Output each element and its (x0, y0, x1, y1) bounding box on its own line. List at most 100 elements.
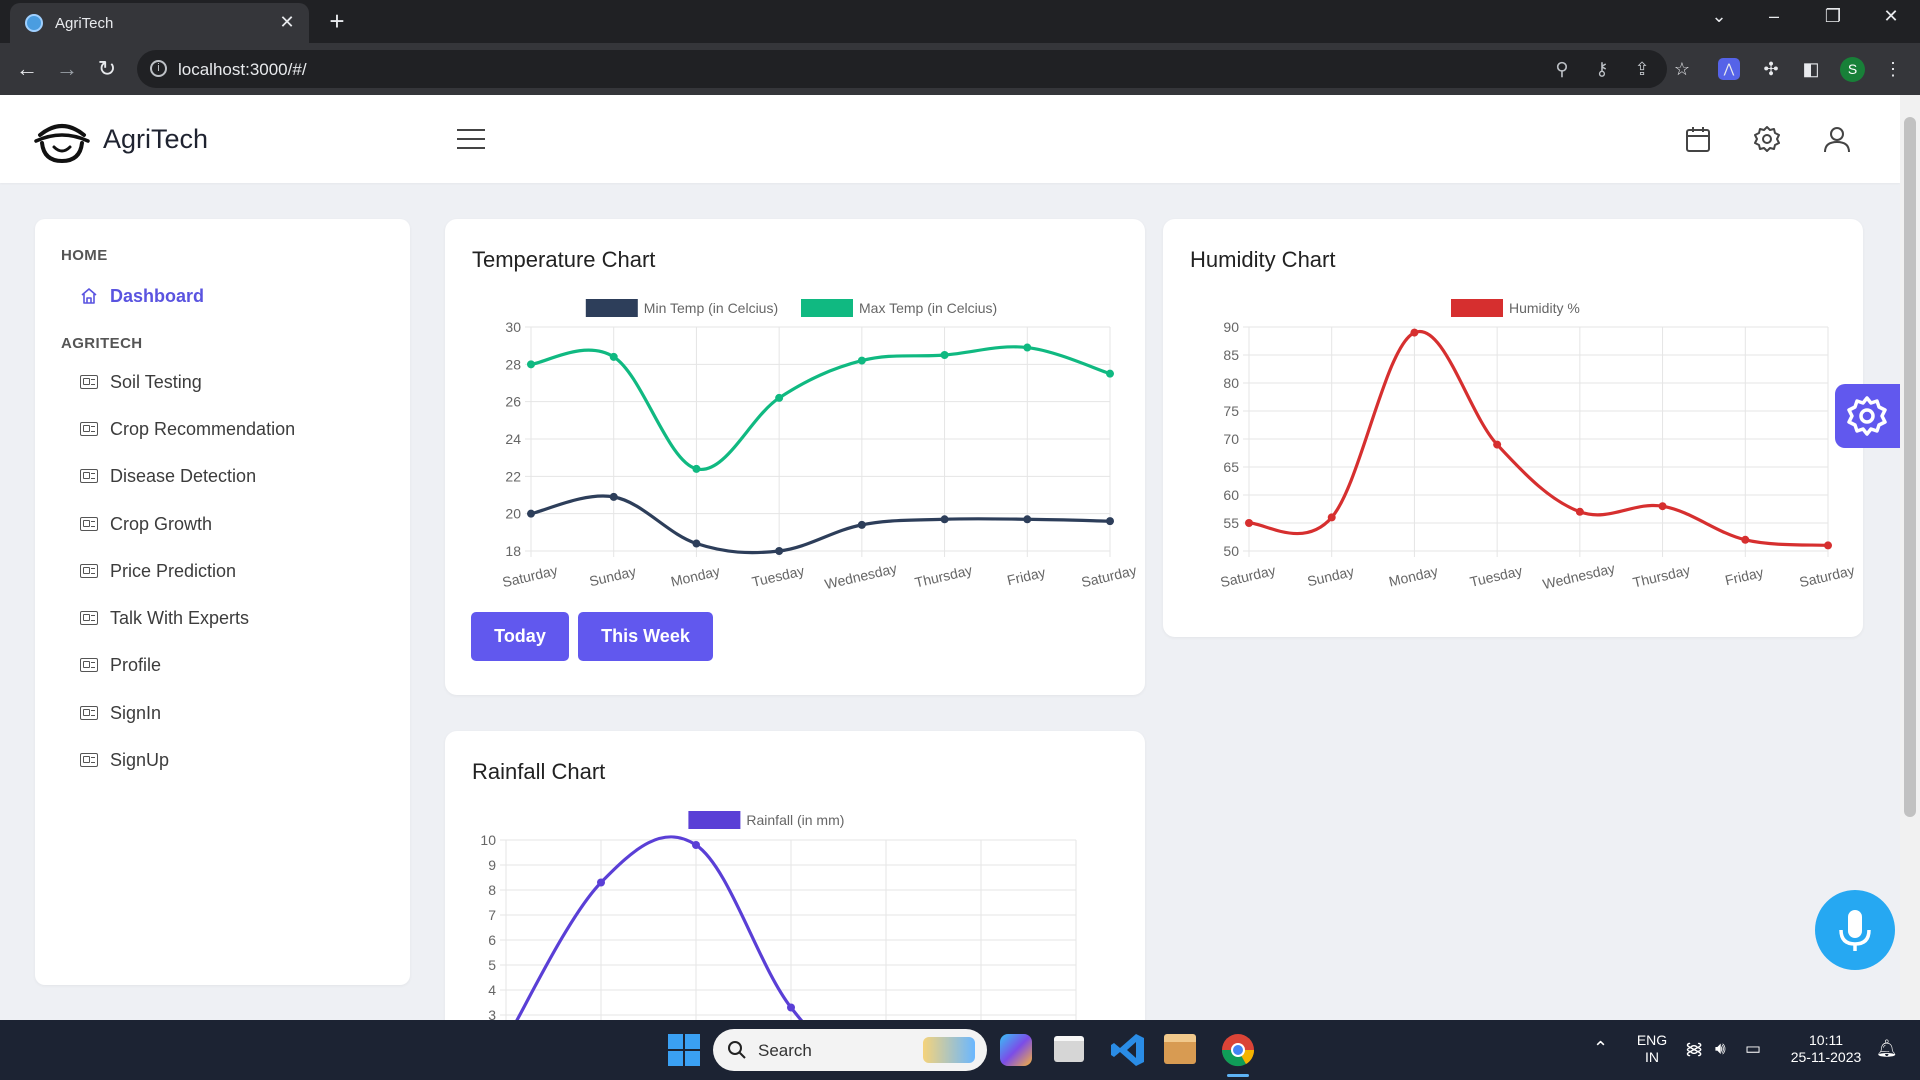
forward-icon[interactable]: → (56, 56, 78, 81)
data-point[interactable] (692, 464, 701, 473)
data-point[interactable] (692, 539, 701, 548)
data-point[interactable] (1410, 328, 1419, 337)
data-point[interactable] (940, 351, 949, 359)
y-tick-label: 22 (505, 468, 521, 484)
data-point[interactable] (1106, 517, 1114, 526)
chevron-up-icon[interactable]: ⌃ (1593, 1038, 1609, 1058)
data-point[interactable] (597, 878, 605, 887)
sidebar-item-dashboard[interactable]: Dashboard (80, 282, 204, 310)
address-url[interactable]: localhost:3000/#/ (178, 60, 307, 79)
data-point[interactable] (1023, 343, 1032, 352)
data-point[interactable] (1493, 440, 1502, 449)
side-panel-icon[interactable]: ◧ (1802, 59, 1820, 79)
sidebar-item-profile[interactable]: Profile (80, 651, 161, 679)
star-icon[interactable]: ☆ (1673, 59, 1691, 79)
x-tick-label: Saturday (1080, 562, 1138, 590)
copilot-icon[interactable] (1000, 1034, 1032, 1066)
location-icon[interactable]: ⚲ (1555, 59, 1569, 79)
new-tab-icon[interactable]: + (329, 6, 345, 36)
package-app-icon[interactable] (1164, 1034, 1196, 1064)
share-icon[interactable]: ⇪ (1634, 59, 1650, 79)
legend-item[interactable]: Rainfall (in mm) (688, 811, 844, 829)
site-info-icon[interactable]: i (150, 60, 167, 77)
wifi-icon[interactable]: ᯼ (1685, 1039, 1704, 1058)
y-tick-label: 7 (488, 907, 496, 923)
key-icon[interactable]: ⚷ (1595, 59, 1609, 79)
legend-item[interactable]: Max Temp (in Celcius) (801, 299, 997, 317)
data-point[interactable] (1023, 515, 1032, 524)
data-point[interactable] (1327, 513, 1336, 522)
vscode-icon[interactable] (1108, 1030, 1148, 1070)
hamburger-menu-icon[interactable] (457, 129, 485, 149)
user-icon[interactable] (1822, 124, 1852, 154)
data-point[interactable] (940, 515, 949, 524)
menu-kebab-icon[interactable]: ⋮ (1884, 59, 1902, 79)
page-scrollbar[interactable] (1900, 95, 1920, 1020)
today-button[interactable]: Today (471, 612, 569, 661)
chrome-icon[interactable] (1218, 1030, 1258, 1070)
notification-bell-icon[interactable]: 🔔︎ (1876, 1039, 1898, 1058)
data-point[interactable] (1741, 535, 1750, 544)
windows-start-icon[interactable] (664, 1030, 704, 1070)
series-line (515, 835, 804, 1020)
id-card-icon (80, 753, 98, 767)
file-explorer-icon[interactable] (1054, 1036, 1084, 1062)
clock[interactable]: 10:11 25-11-2023 (1784, 1032, 1868, 1066)
data-point[interactable] (1106, 369, 1114, 378)
address-bar[interactable]: i localhost:3000/#/ ⚲ ⚷ ⇪ (137, 50, 1667, 88)
battery-icon[interactable]: ▭ (1745, 1039, 1762, 1058)
extension-app-icon[interactable]: ⋀ (1718, 58, 1740, 80)
data-point[interactable] (1245, 519, 1253, 527)
voice-assistant-button[interactable] (1815, 890, 1895, 970)
sidebar-item-signup[interactable]: SignUp (80, 746, 169, 774)
data-point[interactable] (527, 509, 535, 518)
sidebar-item-label: Profile (110, 654, 162, 675)
calendar-icon[interactable] (1683, 124, 1713, 154)
data-point[interactable] (787, 1003, 795, 1012)
data-point[interactable] (775, 547, 784, 555)
sidebar-item-talk-with-experts[interactable]: Talk With Experts (80, 604, 249, 632)
data-point[interactable] (775, 393, 784, 402)
x-tick-label: Thursday (1631, 562, 1691, 591)
data-point[interactable] (527, 360, 535, 369)
sidebar-item-crop-growth[interactable]: Crop Growth (80, 510, 212, 538)
chart-grid: 18 20 22 24 26 28 30 Saturday Sunday Monday Tuesda… (501, 319, 1138, 592)
taskbar-search[interactable]: Search (713, 1029, 987, 1071)
id-card-icon (80, 422, 98, 436)
data-point[interactable] (1824, 541, 1832, 550)
legend-item[interactable]: Humidity % (1451, 299, 1580, 317)
sidebar-item-disease-detection[interactable]: Disease Detection (80, 462, 256, 490)
brand-name[interactable]: AgriTech (103, 124, 209, 154)
settings-fab[interactable] (1835, 384, 1900, 448)
back-icon[interactable]: ← (16, 56, 38, 81)
this-week-button[interactable]: This Week (578, 612, 713, 661)
series (527, 492, 1114, 555)
window-close-icon[interactable]: ✕ (1883, 6, 1899, 26)
close-icon[interactable]: ✕ (279, 12, 295, 32)
sidebar-item-soil-testing[interactable]: Soil Testing (80, 368, 202, 396)
volume-icon[interactable]: 🔊︎ (1715, 1039, 1726, 1058)
data-point[interactable] (1575, 507, 1584, 516)
data-point[interactable] (1658, 502, 1667, 511)
data-point[interactable] (857, 356, 866, 365)
reload-icon[interactable]: ↻ (97, 56, 117, 81)
sidebar-item-price-prediction[interactable]: Price Prediction (80, 557, 236, 585)
sidebar-item-crop-recommendation[interactable]: Crop Recommendation (80, 415, 295, 443)
data-point[interactable] (609, 352, 618, 361)
browser-tab[interactable]: AgriTech ✕ (10, 3, 309, 43)
scrollbar-thumb[interactable] (1904, 117, 1916, 817)
profile-avatar[interactable]: S (1840, 57, 1865, 82)
sidebar-item-signin[interactable]: SignIn (80, 699, 161, 727)
chevron-down-icon[interactable]: ⌄ (1711, 6, 1727, 26)
language-code: ENG (1636, 1032, 1668, 1048)
data-point[interactable] (857, 520, 866, 529)
restore-icon[interactable]: ❐ (1824, 6, 1842, 26)
legend-item[interactable]: Min Temp (in Celcius) (585, 299, 778, 317)
gear-icon[interactable] (1752, 124, 1782, 154)
data-point[interactable] (609, 492, 618, 501)
sidebar: HOME Dashboard AGRITECH Soil Testing Cro… (35, 219, 410, 985)
data-point[interactable] (692, 841, 700, 849)
minimize-icon[interactable]: – (1768, 6, 1779, 26)
language-indicator[interactable]: ENG IN (1633, 1032, 1671, 1066)
puzzle-icon[interactable]: ✣ (1763, 59, 1779, 79)
